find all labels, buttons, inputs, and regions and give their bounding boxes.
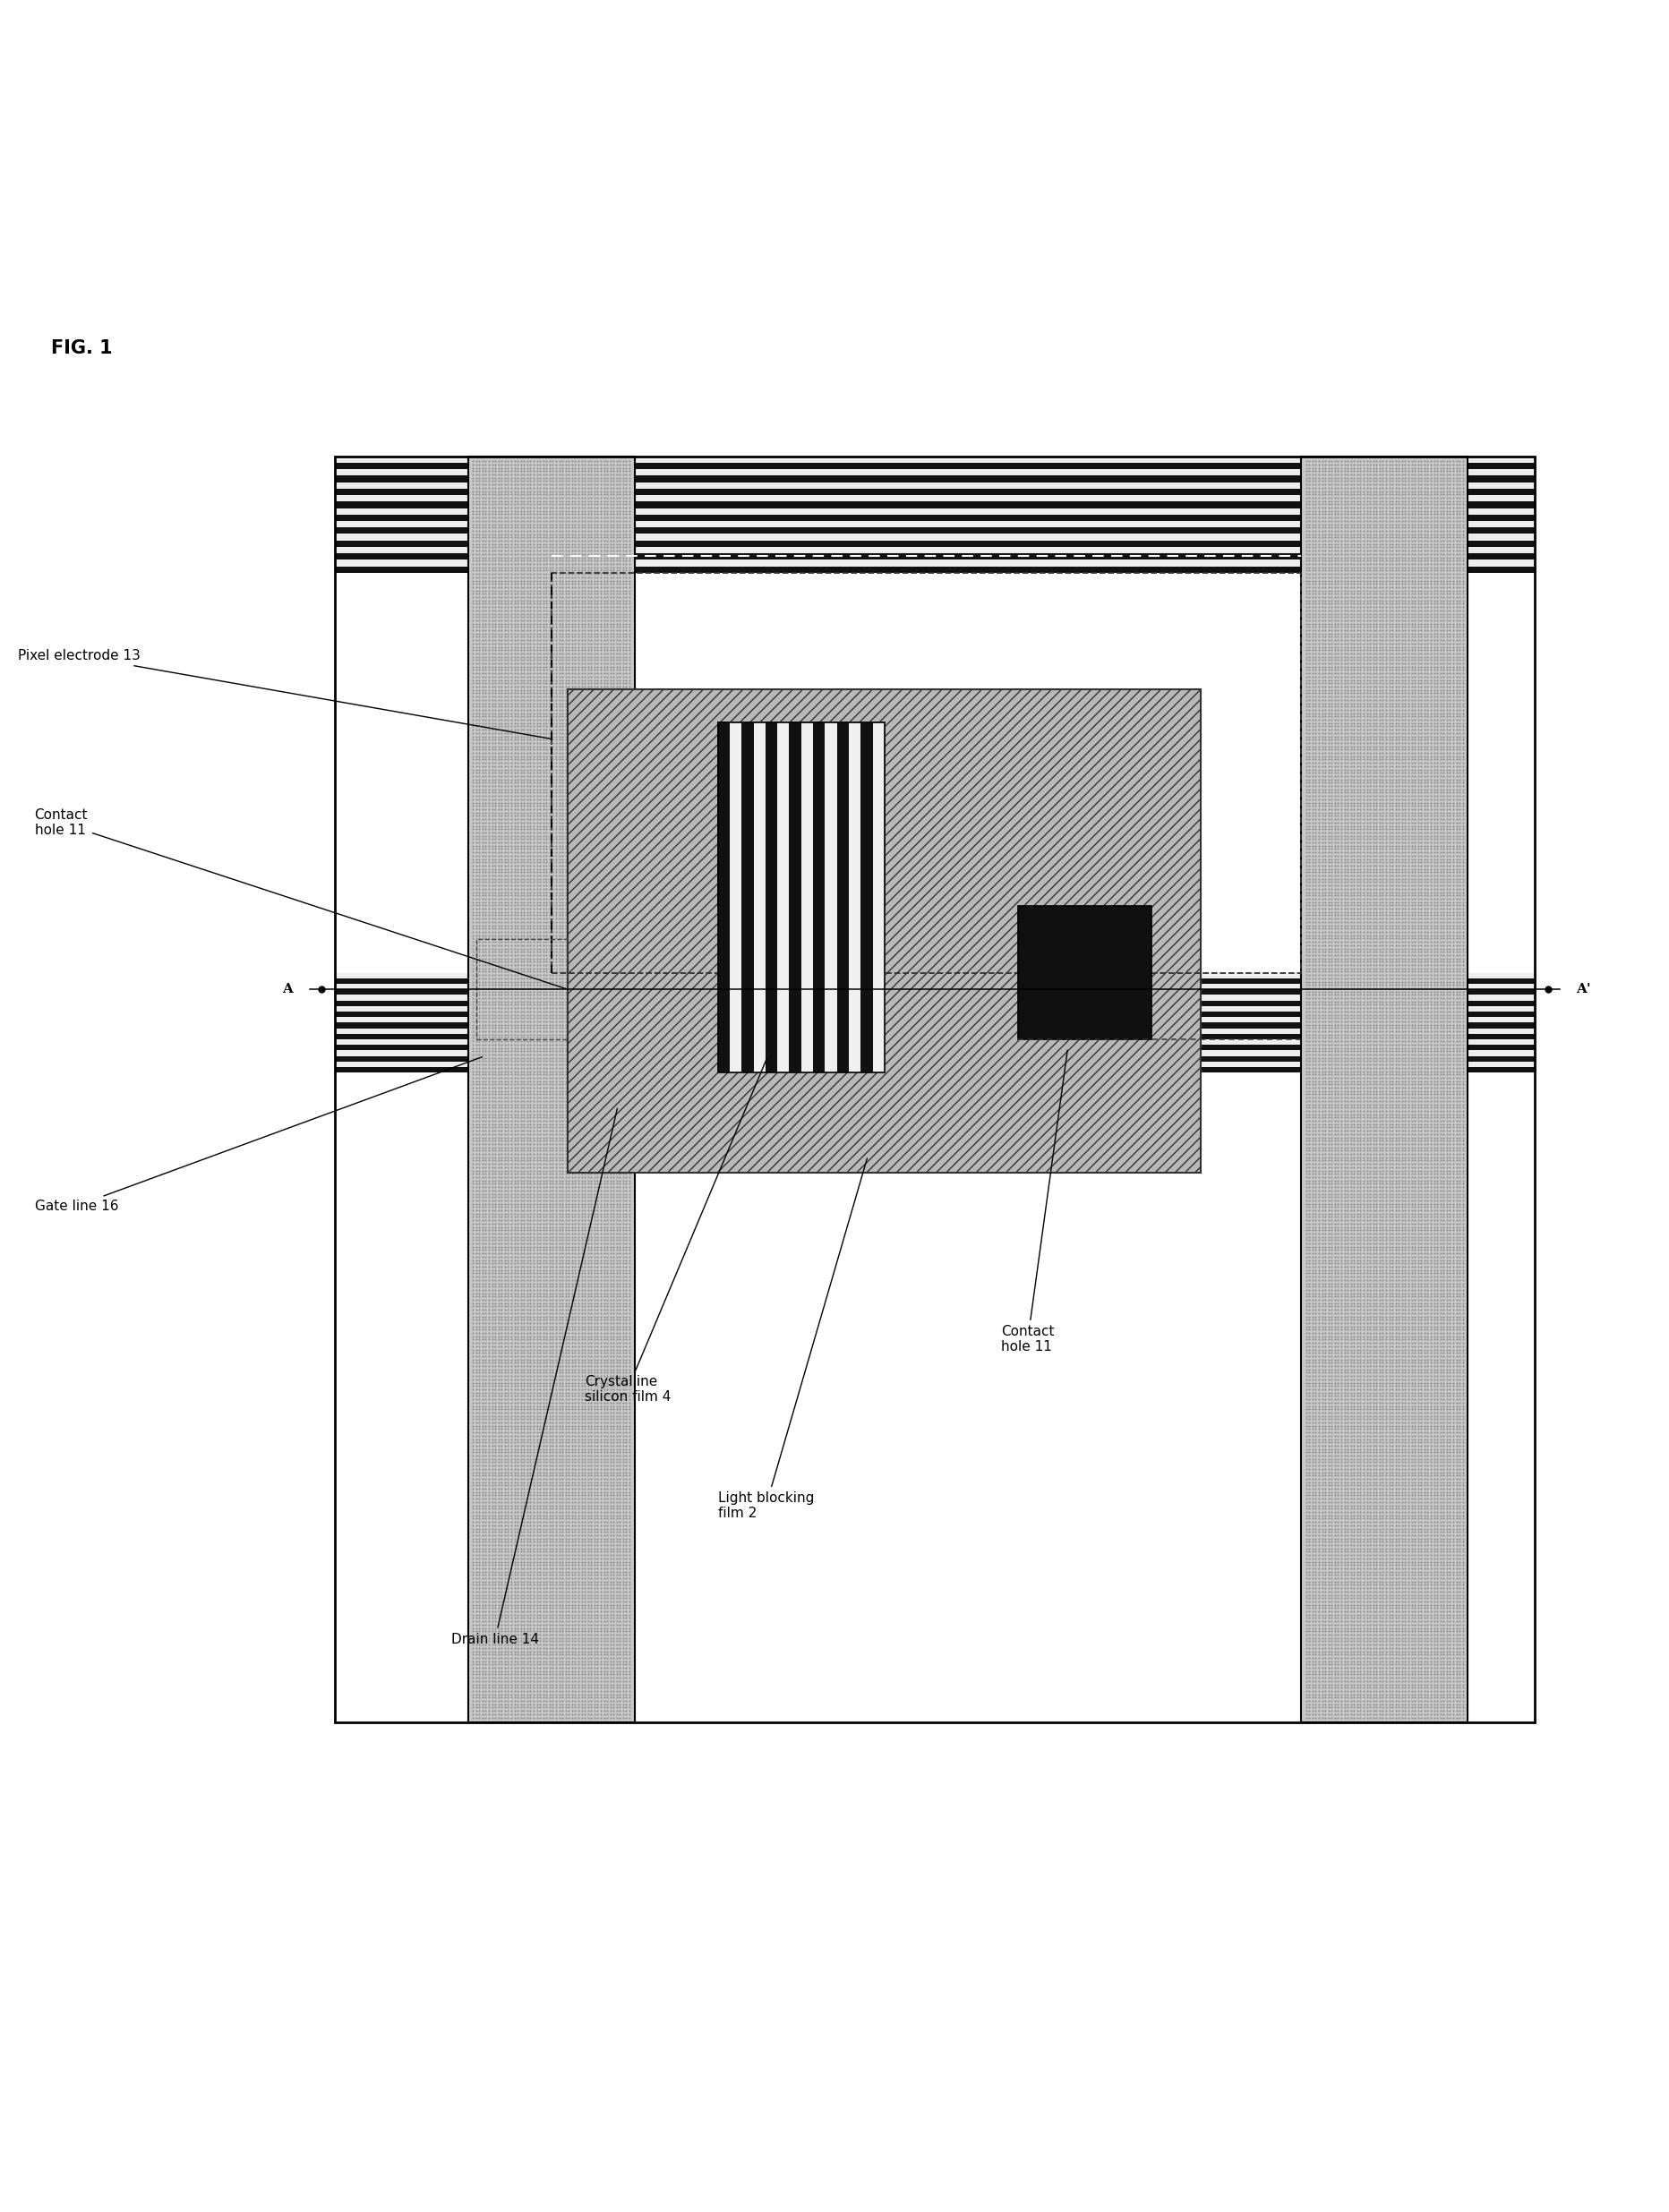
Bar [1018, 907, 1152, 1040]
Text: A: A [282, 982, 292, 995]
Text: A': A' [1576, 982, 1591, 995]
Bar [334, 995, 1534, 1000]
Bar [467, 456, 634, 1723]
Bar [873, 723, 885, 1073]
Bar [334, 553, 1534, 560]
Text: Drain line 14: Drain line 14 [451, 1108, 618, 1646]
Bar [334, 515, 1534, 522]
Bar [334, 1000, 1534, 1006]
Text: Contact
hole 11: Contact hole 11 [35, 807, 566, 989]
Bar [334, 1066, 1534, 1073]
Bar [334, 469, 1534, 476]
Bar [813, 723, 824, 1073]
Text: Crystalline
silicon film 4: Crystalline silicon film 4 [584, 1057, 766, 1405]
Bar [334, 495, 1534, 502]
Bar [718, 723, 729, 1073]
Bar [334, 1044, 1534, 1051]
Bar [551, 573, 1302, 973]
Bar [334, 540, 1534, 546]
Bar [334, 476, 1534, 482]
Bar [741, 723, 754, 1073]
Bar [334, 1051, 1534, 1055]
Bar [850, 723, 861, 1073]
Bar [334, 973, 1534, 978]
Bar [334, 526, 1534, 533]
Bar [334, 1033, 1534, 1040]
Bar [334, 489, 1534, 495]
Bar [334, 533, 1534, 540]
Bar [334, 456, 1534, 462]
Text: Gate line 16: Gate line 16 [35, 1057, 482, 1212]
Bar [334, 984, 1534, 989]
Bar [334, 1055, 1534, 1062]
Bar [334, 1029, 1534, 1033]
Text: Light blocking
film 2: Light blocking film 2 [718, 1159, 868, 1520]
Bar [718, 723, 885, 907]
Bar [334, 989, 1534, 995]
Bar [334, 502, 1534, 509]
Bar [334, 456, 1534, 1723]
Bar [567, 690, 1202, 1172]
Bar [778, 723, 789, 1073]
Bar [476, 940, 567, 1040]
Bar [334, 1040, 1534, 1044]
Bar [729, 723, 741, 1073]
Bar [836, 723, 850, 1073]
Bar [334, 522, 1534, 526]
Bar [334, 482, 1534, 489]
Bar [334, 1011, 1534, 1018]
Text: FIG. 1: FIG. 1 [52, 341, 113, 358]
Bar [334, 1062, 1534, 1066]
Bar [789, 723, 801, 1073]
Text: Pixel electrode 13: Pixel electrode 13 [18, 650, 552, 739]
Bar [801, 723, 813, 1073]
Bar [766, 723, 778, 1073]
Bar [718, 723, 885, 1073]
Bar [334, 456, 1534, 1723]
Bar [334, 546, 1534, 553]
Text: Contact
hole 11: Contact hole 11 [1001, 1051, 1068, 1354]
Bar [334, 978, 1534, 984]
Bar [334, 462, 1534, 469]
Bar [861, 723, 873, 1073]
Bar [824, 723, 836, 1073]
Bar [334, 1018, 1534, 1022]
Bar [334, 509, 1534, 515]
Bar [754, 723, 766, 1073]
Bar [334, 1022, 1534, 1029]
Bar [334, 560, 1534, 566]
Bar [334, 1006, 1534, 1011]
Bar [1302, 456, 1467, 1723]
Bar [334, 566, 1534, 573]
